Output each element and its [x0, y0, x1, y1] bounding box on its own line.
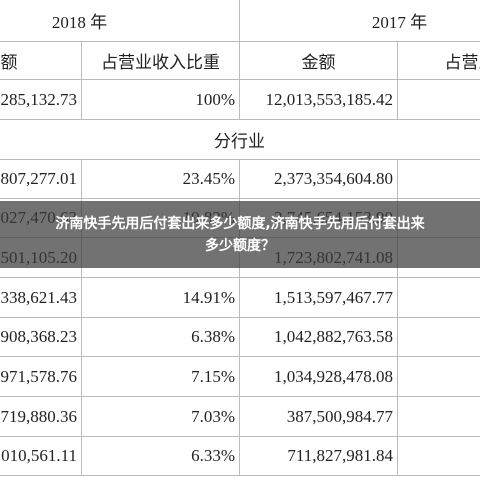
data-cell: 7.15%: [82, 357, 240, 397]
data-cell: 7.03%: [82, 397, 240, 437]
data-cell: 971,578.76: [0, 357, 82, 397]
data-cell: 807,277.01: [0, 160, 82, 199]
data-cell: [398, 278, 480, 318]
column-header: 占营业收: [398, 42, 480, 80]
data-cell: 6.38%: [82, 318, 240, 357]
data-cell: [398, 357, 480, 397]
data-cell: 1,513,597,467.77: [240, 278, 398, 318]
data-cell: 2,373,354,604.80: [240, 160, 398, 199]
data-cell: [398, 397, 480, 437]
data-cell: [398, 437, 480, 476]
column-header: 金额: [240, 42, 398, 80]
total-cell: 100%: [82, 80, 240, 120]
data-cell: 6.33%: [82, 437, 240, 476]
column-header: 占营业收入比重: [82, 42, 240, 80]
data-cell: [398, 238, 480, 278]
data-cell: 719,880.36: [0, 397, 82, 437]
year-header: 2017 年: [240, 0, 480, 42]
year-header: 2018 年: [0, 0, 240, 42]
data-cell: [398, 160, 480, 199]
data-cell: 010,561.11: [0, 437, 82, 476]
total-cell: 285,132.73: [0, 80, 82, 120]
banner-line: 多少额度？: [205, 238, 275, 254]
data-cell: 711,827,981.84: [240, 437, 398, 476]
banner-line: 济南快手先用后付套出来多少额度,济南快手先用后付套出来: [55, 216, 425, 232]
total-cell: 12,013,553,185.42: [240, 80, 398, 120]
data-cell: [398, 318, 480, 357]
data-cell: 908,368.23: [0, 318, 82, 357]
data-cell: 1,042,882,763.58: [240, 318, 398, 357]
total-cell: [398, 80, 480, 120]
section-header: 分行业: [0, 120, 480, 160]
data-cell: 338,621.43: [0, 278, 82, 318]
data-cell: 23.45%: [82, 160, 240, 199]
column-header: 金额: [0, 42, 82, 80]
data-cell: 1,034,928,478.08: [240, 357, 398, 397]
data-cell: 387,500,984.77: [240, 397, 398, 437]
data-cell: 14.91%: [82, 278, 240, 318]
banner: 济南快手先用后付套出来多少额度,济南快手先用后付套出来 多少额度？: [0, 201, 480, 268]
